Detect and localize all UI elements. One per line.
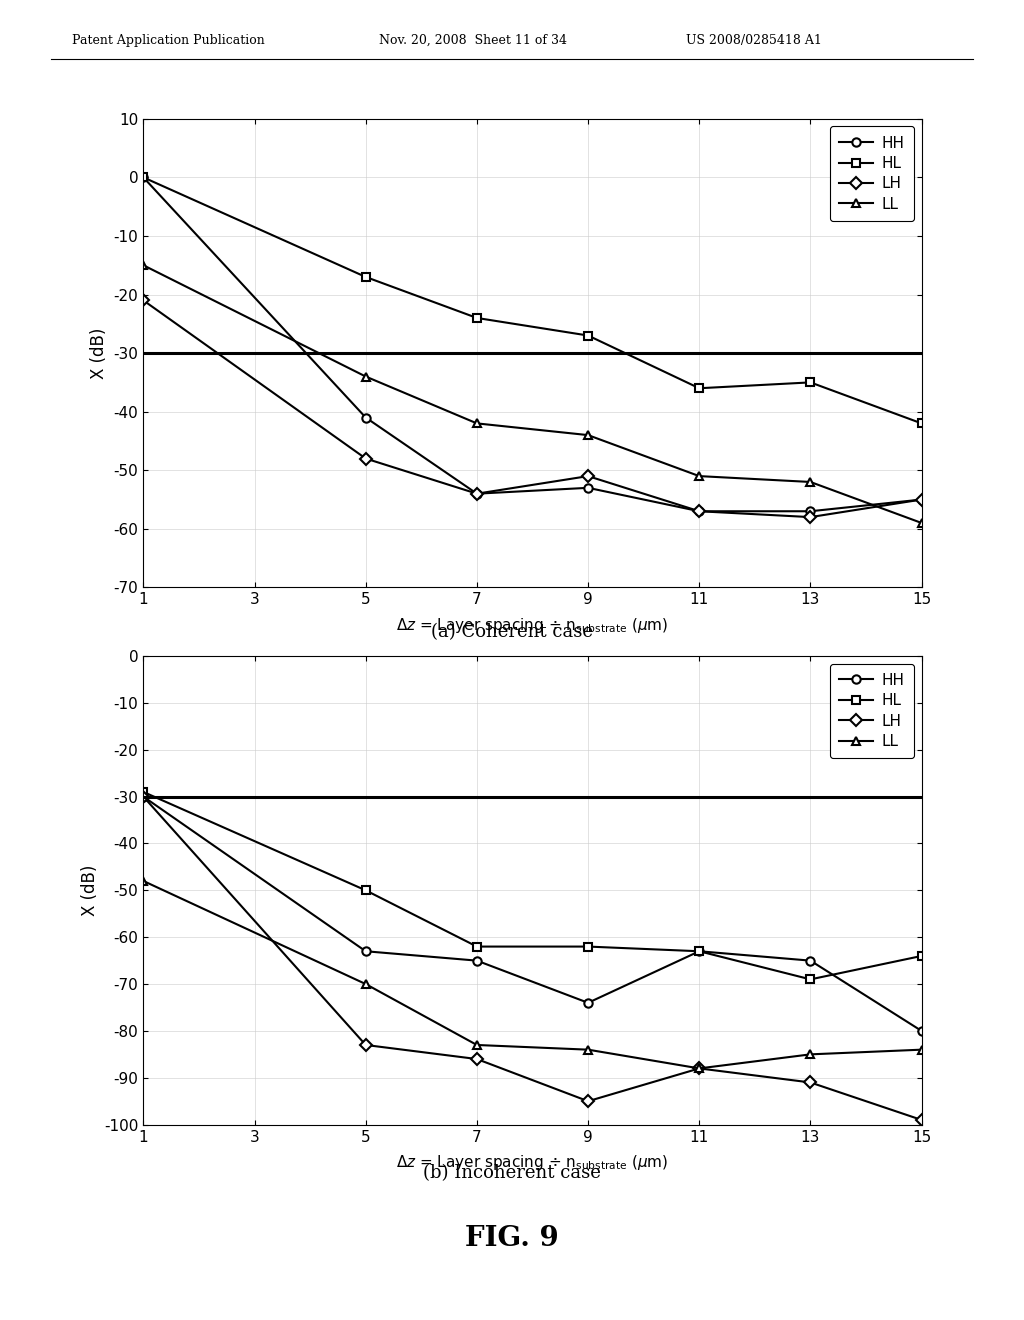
HH xyxy=(804,503,816,519)
LL xyxy=(582,428,594,444)
Text: FIG. 9: FIG. 9 xyxy=(465,1225,559,1251)
LL xyxy=(915,1041,928,1057)
LL xyxy=(582,1041,594,1057)
HH xyxy=(915,491,928,507)
LH xyxy=(804,1074,816,1090)
LH xyxy=(582,1093,594,1109)
LL xyxy=(359,975,372,993)
HL xyxy=(915,948,928,964)
HH xyxy=(359,409,372,425)
Line: LH: LH xyxy=(139,792,926,1125)
Line: LH: LH xyxy=(139,296,926,521)
HH xyxy=(471,486,483,502)
LL xyxy=(471,1038,483,1053)
LL xyxy=(693,469,706,484)
Line: HL: HL xyxy=(139,173,926,428)
LH xyxy=(137,788,150,804)
LL xyxy=(471,416,483,432)
Line: LL: LL xyxy=(139,876,926,1073)
HL xyxy=(582,939,594,954)
Text: (a) Coherent case: (a) Coherent case xyxy=(431,623,593,642)
Legend: HH, HL, LH, LL: HH, HL, LH, LL xyxy=(829,664,914,758)
LH xyxy=(582,469,594,484)
HH xyxy=(915,1023,928,1039)
HL xyxy=(693,380,706,396)
Y-axis label: X (dB): X (dB) xyxy=(81,865,98,916)
LH xyxy=(693,503,706,519)
LH xyxy=(693,1060,706,1076)
Line: LL: LL xyxy=(139,261,926,527)
HL xyxy=(359,269,372,285)
HH xyxy=(693,944,706,960)
Line: HL: HL xyxy=(139,788,926,983)
LL xyxy=(137,257,150,273)
Text: (b) Incoherent case: (b) Incoherent case xyxy=(423,1164,601,1183)
LH xyxy=(915,491,928,507)
Text: US 2008/0285418 A1: US 2008/0285418 A1 xyxy=(686,33,822,46)
LL xyxy=(137,873,150,888)
Legend: HH, HL, LH, LL: HH, HL, LH, LL xyxy=(829,127,914,220)
HH xyxy=(693,503,706,519)
X-axis label: $\Delta z$ = Layer spacing $\div$ n$_{\mathregular{substrate}}$ ($\mu$m): $\Delta z$ = Layer spacing $\div$ n$_{\m… xyxy=(396,615,669,635)
HH xyxy=(471,953,483,969)
HL xyxy=(471,939,483,954)
Line: HH: HH xyxy=(139,173,926,515)
LL xyxy=(804,474,816,490)
LH xyxy=(804,510,816,525)
HL xyxy=(804,375,816,391)
HL xyxy=(137,169,150,185)
LL xyxy=(693,1060,706,1076)
HH xyxy=(137,169,150,185)
HH xyxy=(804,953,816,969)
LH xyxy=(359,450,372,466)
HL xyxy=(582,327,594,343)
Text: Nov. 20, 2008  Sheet 11 of 34: Nov. 20, 2008 Sheet 11 of 34 xyxy=(379,33,567,46)
LL xyxy=(915,515,928,531)
HL xyxy=(359,882,372,898)
X-axis label: $\Delta z$ = Layer spacing $\div$ n$_{\mathregular{substrate}}$ ($\mu$m): $\Delta z$ = Layer spacing $\div$ n$_{\m… xyxy=(396,1152,669,1172)
LH xyxy=(915,1111,928,1127)
Text: Patent Application Publication: Patent Application Publication xyxy=(72,33,264,46)
HL xyxy=(471,310,483,326)
HL xyxy=(137,784,150,800)
LH xyxy=(359,1038,372,1053)
LL xyxy=(359,368,372,384)
Line: HH: HH xyxy=(139,792,926,1035)
HH xyxy=(582,995,594,1011)
Y-axis label: X (dB): X (dB) xyxy=(90,327,109,379)
LH xyxy=(471,1051,483,1067)
LH xyxy=(137,293,150,309)
HL xyxy=(693,944,706,960)
LH xyxy=(471,486,483,502)
HH xyxy=(137,788,150,804)
LL xyxy=(804,1047,816,1063)
HL xyxy=(915,416,928,432)
HH xyxy=(359,944,372,960)
HL xyxy=(804,972,816,987)
HH xyxy=(582,480,594,496)
